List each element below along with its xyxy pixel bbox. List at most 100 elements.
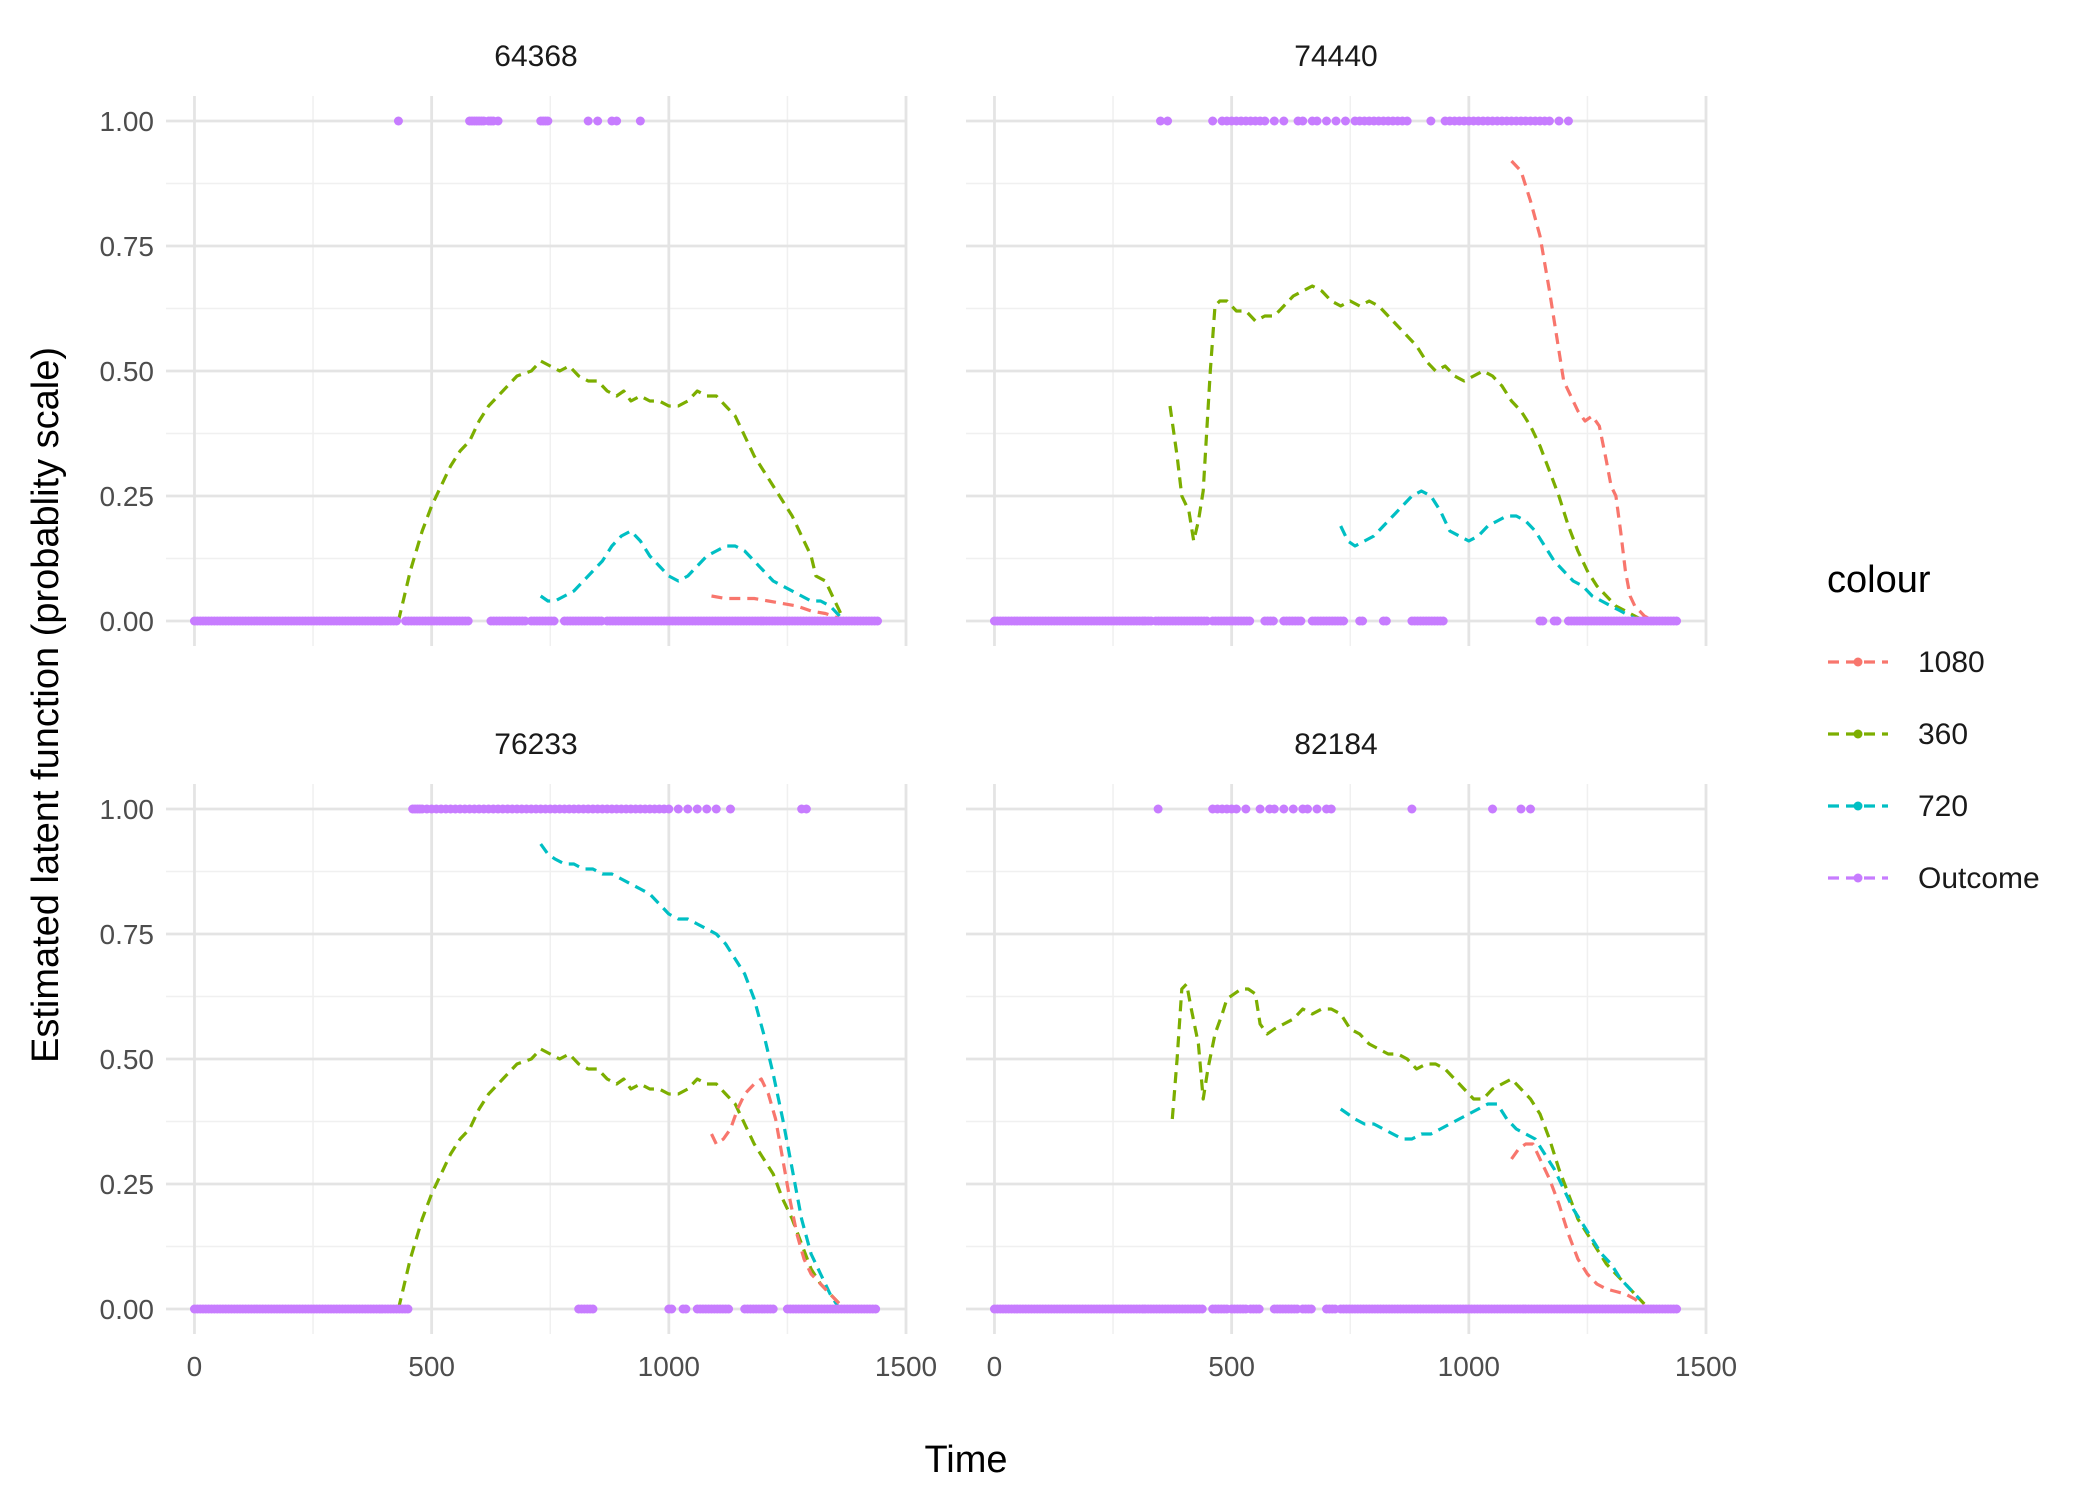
outcome-point <box>1544 116 1554 126</box>
outcome-point <box>1340 116 1350 126</box>
outcome-point <box>635 116 645 126</box>
legend-key-720 <box>1828 801 1888 811</box>
series-line-1080 <box>1510 1142 1646 1308</box>
outcome-point <box>725 804 735 814</box>
x-tick-label: 0 <box>187 1351 203 1382</box>
outcome-point <box>1306 1304 1316 1314</box>
series-line-1080 <box>1510 159 1650 620</box>
legend-point <box>1853 729 1863 739</box>
outcome-point <box>1563 116 1573 126</box>
facet-panel <box>966 784 1708 1334</box>
outcome-point <box>1407 804 1417 814</box>
outcome-point <box>1358 616 1368 626</box>
outcome-point <box>1426 116 1436 126</box>
outcome-point <box>1254 1304 1264 1314</box>
series-line-360 <box>1170 982 1646 1306</box>
panel-title: 74440 <box>1294 40 1377 73</box>
outcome-point <box>1155 116 1165 126</box>
x-tick-label: 1500 <box>875 1351 937 1382</box>
outcome-point <box>493 116 503 126</box>
legend-key-Outcome <box>1828 873 1888 883</box>
outcome-point <box>1672 1304 1682 1314</box>
outcome-point <box>667 1304 677 1314</box>
outcome-point <box>1312 116 1322 126</box>
y-tick-label: 0.00 <box>100 1294 155 1325</box>
outcome-point <box>588 1304 598 1314</box>
legend-label: 1080 <box>1918 646 1985 679</box>
outcome-point <box>673 804 683 814</box>
y-tick-label: 0.75 <box>100 919 155 950</box>
outcome-point <box>392 616 402 626</box>
outcome-point <box>1303 804 1313 814</box>
panel-title: 82184 <box>1294 728 1377 761</box>
outcome-point <box>1245 616 1255 626</box>
outcome-point <box>1339 616 1349 626</box>
outcome-point <box>1312 804 1322 814</box>
series-line-360 <box>1168 284 1646 623</box>
y-tick-label: 1.00 <box>100 106 155 137</box>
outcome-point <box>873 616 883 626</box>
series-line-720 <box>1339 1102 1641 1301</box>
legend-point <box>1853 801 1863 811</box>
outcome-point <box>702 804 712 814</box>
outcome-point <box>801 804 811 814</box>
outcome-point <box>664 804 674 814</box>
outcome-point <box>1197 1304 1207 1314</box>
x-axis-label: Time <box>924 1439 1007 1481</box>
outcome-point <box>681 1304 691 1314</box>
outcome-point <box>871 1304 881 1314</box>
outcome-point <box>1153 804 1163 814</box>
outcome-point <box>1672 616 1682 626</box>
series-line-720 <box>1339 489 1641 623</box>
outcome-point <box>1296 616 1306 626</box>
facet-panel <box>966 96 1708 646</box>
legend-title: colour <box>1827 559 1931 601</box>
outcome-point <box>1241 804 1251 814</box>
series-line-1080 <box>710 1077 841 1306</box>
outcome-point <box>1438 616 1448 626</box>
y-tick-label: 0.00 <box>100 606 155 637</box>
outcome-point <box>393 116 403 126</box>
outcome-point <box>1163 116 1173 126</box>
outcome-point <box>1269 116 1279 126</box>
outcome-point <box>1208 116 1218 126</box>
outcome-point <box>683 804 693 814</box>
legend-key-1080 <box>1828 657 1888 667</box>
outcome-point <box>403 1304 413 1314</box>
outcome-point <box>1331 116 1341 126</box>
y-tick-label: 0.75 <box>100 231 155 262</box>
outcome-point <box>543 116 553 126</box>
outcome-point <box>549 616 559 626</box>
outcome-point <box>1552 616 1562 626</box>
outcome-point <box>463 616 473 626</box>
outcome-point <box>1516 804 1526 814</box>
outcome-point <box>612 116 622 126</box>
series-line-360 <box>396 1047 841 1310</box>
legend-key-360 <box>1828 729 1888 739</box>
outcome-point <box>1231 804 1241 814</box>
panel-title: 76233 <box>494 728 577 761</box>
x-tick-label: 1000 <box>1438 1351 1500 1382</box>
y-tick-label: 1.00 <box>100 794 155 825</box>
outcome-point <box>1538 616 1548 626</box>
y-tick-label: 0.50 <box>100 356 155 387</box>
series-line-720 <box>539 529 841 618</box>
panel-title: 64368 <box>494 40 577 73</box>
outcome-point <box>1326 804 1336 814</box>
outcome-point <box>1488 804 1498 814</box>
y-tick-label: 0.25 <box>100 481 155 512</box>
facet-panel <box>166 784 908 1334</box>
x-tick-label: 1000 <box>638 1351 700 1382</box>
outcome-point <box>1554 116 1564 126</box>
outcome-point <box>711 804 721 814</box>
outcome-point <box>1260 116 1270 126</box>
legend-point <box>1853 657 1863 667</box>
outcome-point <box>1288 804 1298 814</box>
outcome-point <box>1322 116 1332 126</box>
x-tick-label: 500 <box>408 1351 455 1382</box>
outcome-point <box>520 616 530 626</box>
legend-label: 720 <box>1918 790 1968 823</box>
outcome-point <box>1255 804 1265 814</box>
legend-point <box>1853 873 1863 883</box>
